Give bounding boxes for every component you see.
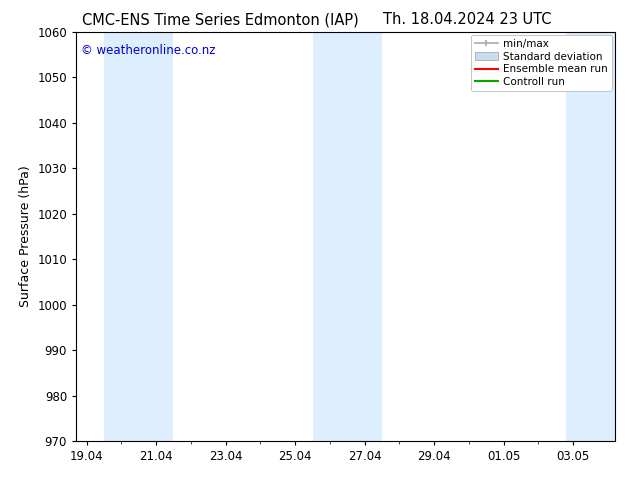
Text: © weatheronline.co.nz: © weatheronline.co.nz [81, 44, 216, 57]
Text: CMC-ENS Time Series Edmonton (IAP): CMC-ENS Time Series Edmonton (IAP) [82, 12, 359, 27]
Text: Th. 18.04.2024 23 UTC: Th. 18.04.2024 23 UTC [383, 12, 552, 27]
Bar [566, 32, 615, 441]
Y-axis label: Surface Pressure (hPa): Surface Pressure (hPa) [19, 166, 32, 307]
Bar [313, 32, 382, 441]
Bar [104, 32, 174, 441]
Legend: min/max, Standard deviation, Ensemble mean run, Controll run: min/max, Standard deviation, Ensemble me… [470, 35, 612, 91]
